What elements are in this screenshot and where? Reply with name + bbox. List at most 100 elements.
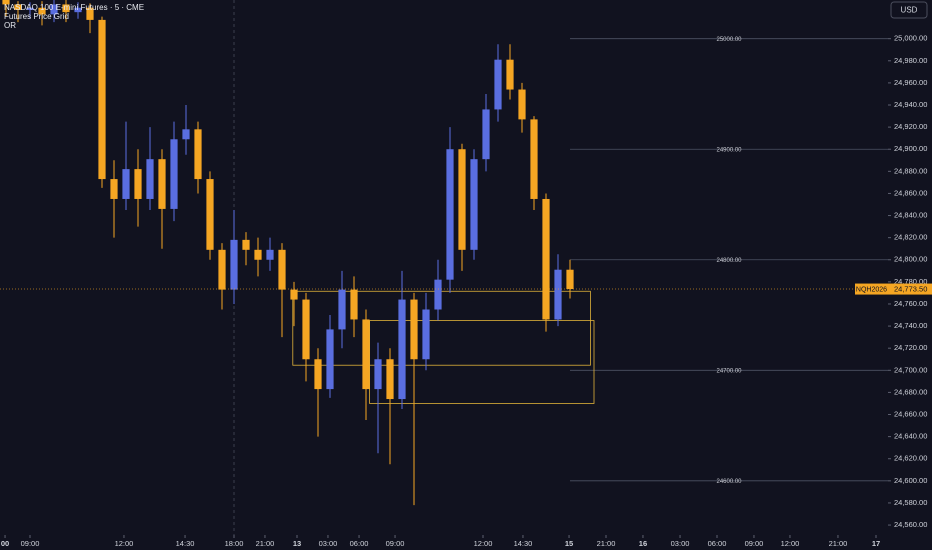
symbol-tag xyxy=(855,283,888,295)
x-tick-label: 15 xyxy=(565,539,573,548)
x-tick-label: 21:00 xyxy=(597,539,616,548)
currency-label[interactable]: USD xyxy=(901,6,918,15)
candle-body xyxy=(158,159,166,209)
last-price-label: 24,773.50 xyxy=(894,285,927,294)
x-tick-label: 14:30 xyxy=(514,539,533,548)
x-tick-label: 06:00 xyxy=(350,539,369,548)
candle-body xyxy=(494,59,502,110)
y-tick-label: 24,560.00 xyxy=(894,520,927,529)
candle-body xyxy=(134,169,142,199)
candle-body xyxy=(290,289,298,300)
candle-body xyxy=(374,359,382,390)
y-tick-label: 24,660.00 xyxy=(894,409,927,418)
candle-body xyxy=(194,129,202,180)
candle-body xyxy=(62,4,70,13)
candle-body xyxy=(518,89,526,120)
candle-body xyxy=(434,279,442,310)
x-tick-label: 00 xyxy=(1,539,9,548)
x-tick-label: 12:00 xyxy=(115,539,134,548)
y-tick-label: 24,780.00 xyxy=(894,277,927,286)
candle-body xyxy=(398,299,406,400)
candle-body xyxy=(14,4,22,10)
candle-body xyxy=(530,119,538,199)
currency-button[interactable] xyxy=(890,1,928,19)
candle-body xyxy=(242,239,250,250)
candle-body xyxy=(422,309,430,360)
x-tick-label: 16 xyxy=(639,539,647,548)
y-tick-label: 25,000.00 xyxy=(894,34,927,43)
y-tick-label: 24,820.00 xyxy=(894,233,927,242)
x-tick-label: 12:00 xyxy=(474,539,493,548)
x-tick-label: 03:00 xyxy=(319,539,338,548)
y-tick-label: 24,740.00 xyxy=(894,321,927,330)
y-tick-label: 24,980.00 xyxy=(894,56,927,65)
candle-body xyxy=(566,269,574,290)
plot-area: 25000.00 24900.00 24800.00 24700.00 24600.00 xyxy=(0,0,888,535)
price-grid-label: 24800.00 xyxy=(716,258,742,264)
x-tick-label: 18:00 xyxy=(225,539,244,548)
y-tick-label: 24,860.00 xyxy=(894,188,927,197)
x-tick-label: 09:00 xyxy=(21,539,40,548)
candle-body xyxy=(446,149,454,280)
price-grid-label: 24700.00 xyxy=(716,368,742,374)
x-tick-label: 03:00 xyxy=(671,539,690,548)
y-tick-label: 24,600.00 xyxy=(894,476,927,485)
y-tick-label: 24,700.00 xyxy=(894,365,927,374)
last-price-tag xyxy=(888,283,932,295)
candle-body xyxy=(110,179,118,199)
indicator-legend[interactable]: Futures Price Grid xyxy=(4,12,69,21)
candle-body xyxy=(98,19,106,180)
candle-body xyxy=(506,59,514,90)
price-grid-label: 25000.00 xyxy=(716,37,742,43)
candle-body xyxy=(182,129,190,140)
x-tick-label: 21:00 xyxy=(829,539,848,548)
x-tick-label: 09:00 xyxy=(745,539,764,548)
candle-body xyxy=(554,269,562,320)
y-tick-label: 24,880.00 xyxy=(894,166,927,175)
y-tick-label: 24,920.00 xyxy=(894,122,927,131)
candle-body xyxy=(278,249,286,290)
candle-body xyxy=(74,7,82,13)
candle-body xyxy=(458,149,466,250)
candle-body xyxy=(350,289,358,320)
candle-body xyxy=(410,299,418,360)
candle-body xyxy=(362,319,370,390)
candle-body xyxy=(326,329,334,390)
candle-body xyxy=(26,7,34,10)
candle-body xyxy=(302,299,310,360)
candle-body xyxy=(86,7,94,20)
candle-body xyxy=(542,198,550,320)
y-tick-label: 24,800.00 xyxy=(894,255,927,264)
chart-title[interactable]: NASDAQ 100 E-mini Futures · 5 · CME xyxy=(4,3,144,12)
y-tick-label: 24,640.00 xyxy=(894,432,927,441)
candle-body xyxy=(206,179,214,250)
candle-body xyxy=(146,159,154,199)
indicator-legend[interactable]: OR xyxy=(4,21,16,30)
x-tick-label: 17 xyxy=(872,539,880,548)
y-tick-label: 24,940.00 xyxy=(894,100,927,109)
candle-body xyxy=(254,249,262,260)
candle-body xyxy=(50,4,58,15)
y-tick-label: 24,840.00 xyxy=(894,211,927,220)
candle-body xyxy=(338,289,346,330)
y-tick-label: 24,680.00 xyxy=(894,387,927,396)
y-tick-label: 24,620.00 xyxy=(894,454,927,463)
y-tick-label: 24,580.00 xyxy=(894,498,927,507)
x-tick-label: 09:00 xyxy=(386,539,405,548)
candle-body xyxy=(470,159,478,250)
symbol-tag-label: NQH2026 xyxy=(856,286,887,293)
candle-body xyxy=(2,0,10,5)
x-tick-label: 13 xyxy=(293,539,301,548)
candle-body xyxy=(386,359,394,400)
candle-body xyxy=(482,109,490,160)
x-tick-label: 06:00 xyxy=(708,539,727,548)
x-tick-label: 12:00 xyxy=(781,539,800,548)
candle-body xyxy=(314,359,322,390)
price-grid-label: 24600.00 xyxy=(716,479,742,485)
x-tick-label: 14:30 xyxy=(176,539,195,548)
y-tick-label: 24,900.00 xyxy=(894,144,927,153)
price-grid-label: 24900.00 xyxy=(716,147,742,153)
candle-body xyxy=(230,239,238,290)
